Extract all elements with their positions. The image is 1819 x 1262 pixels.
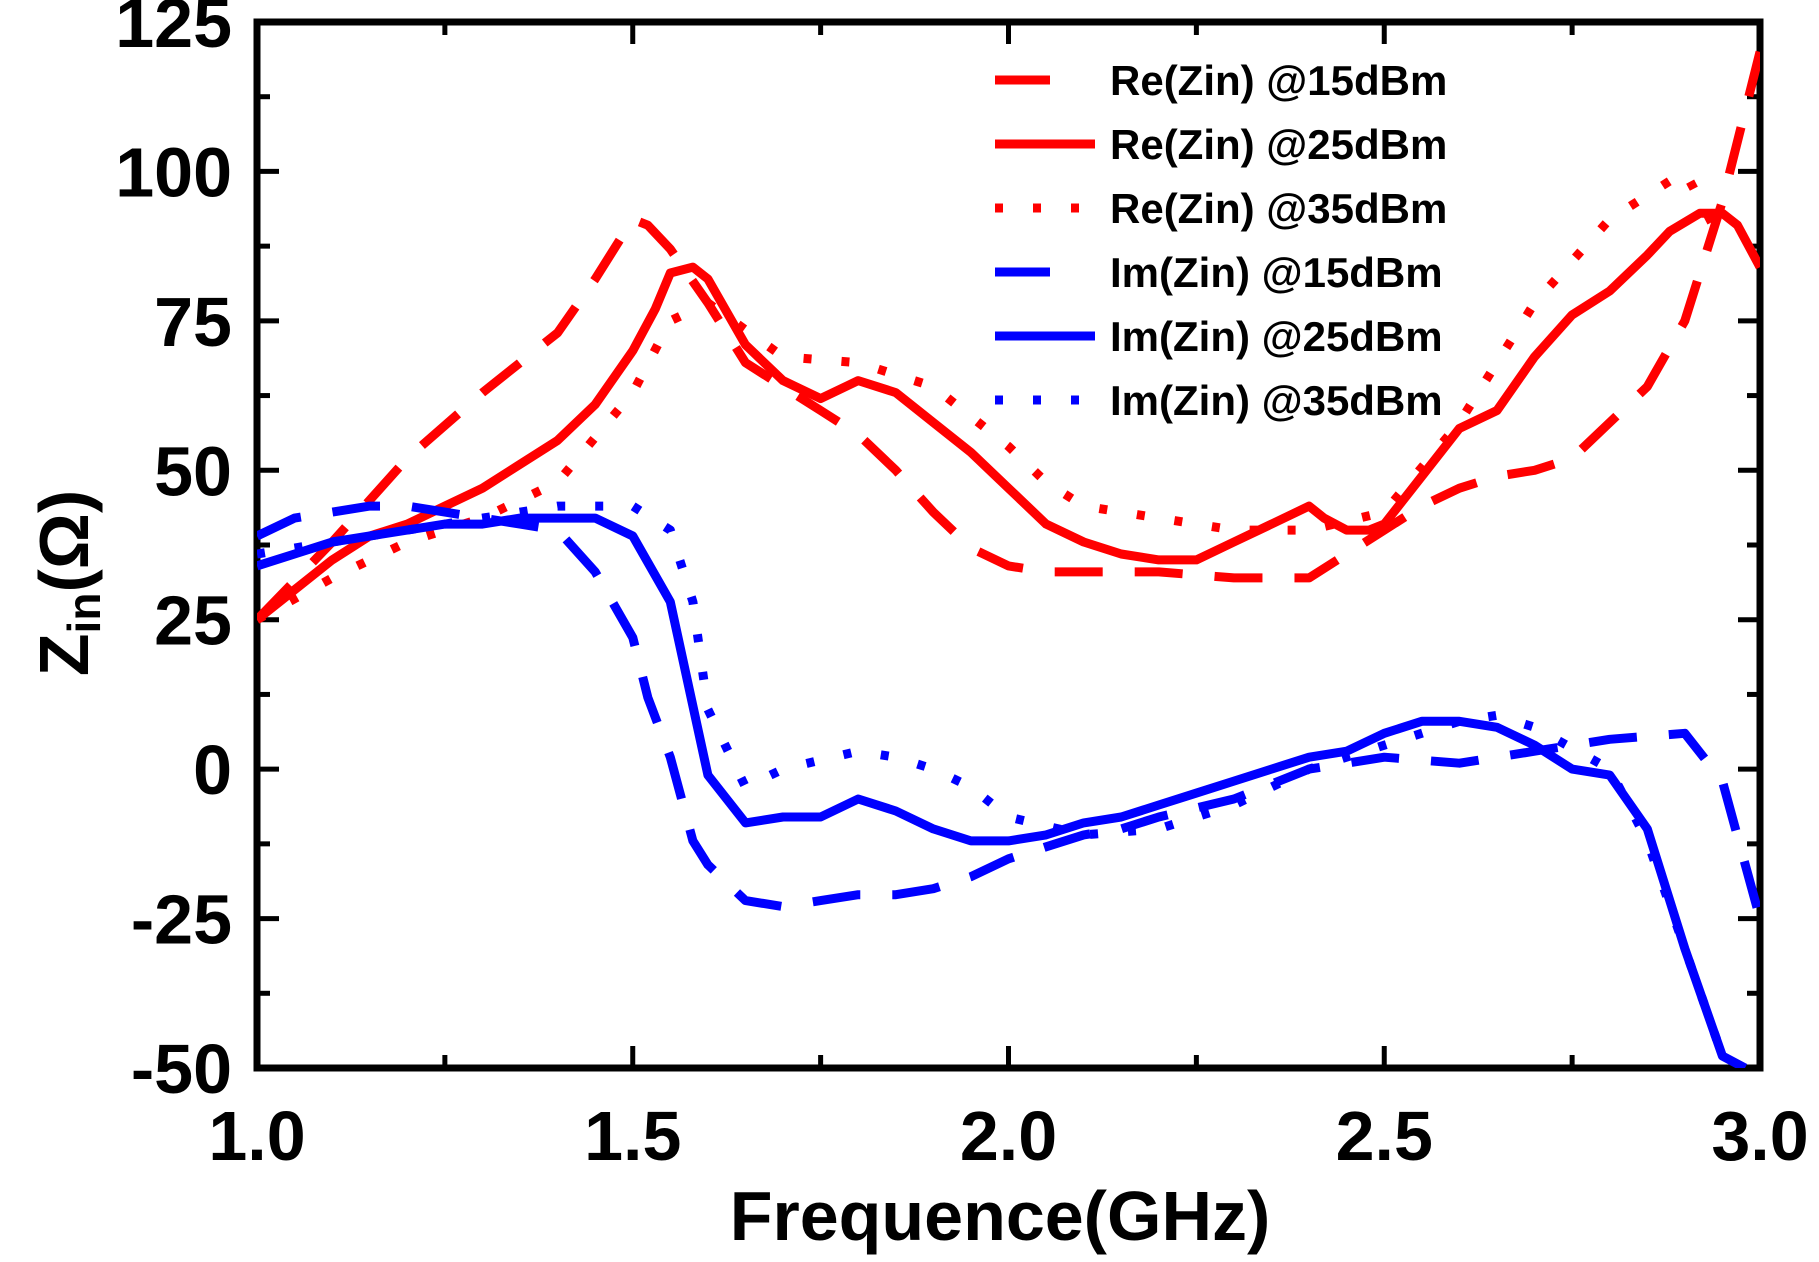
y-tick-label: 25 [154, 582, 232, 660]
legend-label: Im(Zin) @15dBm [1110, 249, 1443, 296]
y-tick-label: 0 [193, 731, 232, 809]
series-line-2 [257, 208, 1760, 624]
x-tick-label: 1.5 [584, 1097, 681, 1175]
x-tick-label: 3.0 [1711, 1097, 1808, 1175]
y-axis-title-sub: in [58, 593, 110, 634]
y-tick-label: -50 [131, 1030, 232, 1108]
series-line-4 [257, 501, 1760, 920]
y-tick-label: -25 [131, 881, 232, 959]
legend-label: Im(Zin) @35dBm [1110, 377, 1443, 424]
svg-text:Zin(Ω): Zin(Ω) [25, 490, 110, 676]
series-group [257, 50, 1760, 1068]
series-line-6 [257, 501, 1727, 1058]
plot-frame [253, 18, 1764, 1072]
series-line-3 [257, 166, 1727, 624]
legend-label: Im(Zin) @25dBm [1110, 313, 1443, 360]
x-axis-title: Frequence(GHz) [730, 1177, 1271, 1255]
y-tick-label: 50 [154, 432, 232, 510]
y-ticks-group: -50 -25 0 25 50 75 100 125 [115, 0, 1760, 1108]
x-tick-label: 2.5 [1336, 1097, 1433, 1175]
y-axis-title: Zin(Ω) [25, 490, 110, 676]
series-line-1 [257, 50, 1760, 623]
y-axis-title-unit: (Ω) [25, 490, 103, 593]
y-tick-label: 75 [154, 283, 232, 361]
legend-label: Re(Zin) @25dBm [1110, 121, 1447, 168]
axes-frame-group [253, 18, 1764, 1072]
y-tick-label: 100 [115, 133, 232, 211]
legend: Re(Zin) @15dBm Re(Zin) @25dBm Re(Zin) @35d… [995, 57, 1447, 424]
y-axis-title-main: Z [25, 633, 103, 676]
x-tick-label: 1.0 [208, 1097, 305, 1175]
y-tick-label: 125 [115, 0, 232, 62]
x-tick-label: 2.0 [960, 1097, 1057, 1175]
legend-label: Re(Zin) @15dBm [1110, 57, 1447, 104]
legend-label: Re(Zin) @35dBm [1110, 185, 1447, 232]
series-line-5 [257, 513, 1748, 1068]
x-ticks-group: 1.0 1.5 2.0 2.5 3.0 [208, 22, 1809, 1175]
